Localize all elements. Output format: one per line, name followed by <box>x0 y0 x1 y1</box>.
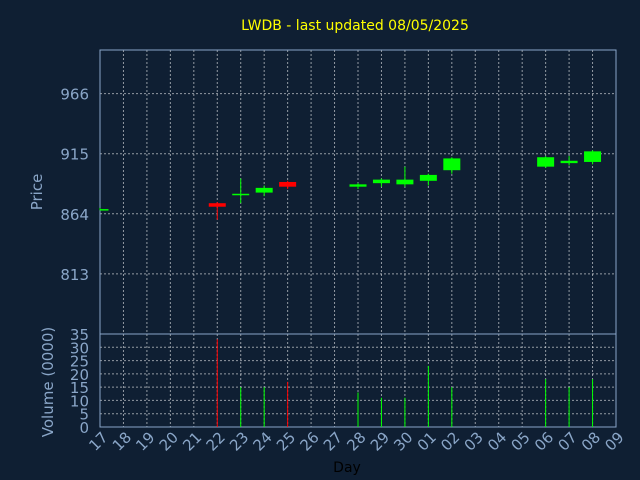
x-tick-label: 22 <box>203 428 229 454</box>
x-tick-label: 05 <box>508 428 534 454</box>
candle-body <box>560 160 578 164</box>
price-tick-label: 915 <box>60 146 89 164</box>
x-tick-label: 29 <box>367 428 393 454</box>
volume-tick-label: 10 <box>70 392 89 410</box>
x-tick-label: 24 <box>250 428 276 454</box>
x-tick-label: 20 <box>156 428 182 454</box>
x-tick-label: 21 <box>179 428 205 454</box>
x-tick-label: 08 <box>578 428 604 454</box>
candle-body <box>419 174 437 181</box>
price-tick-label: 864 <box>60 206 89 224</box>
x-tick-label: 25 <box>273 428 299 454</box>
price-axis-label: Price <box>28 174 46 211</box>
candle-body <box>372 179 390 184</box>
x-tick-label: 03 <box>461 428 487 454</box>
volume-tick-label: 20 <box>70 366 89 384</box>
volume-axis-label: Volume (0000) <box>39 327 57 437</box>
x-tick-label: 17 <box>85 428 111 454</box>
x-tick-label: 09 <box>601 428 627 454</box>
candle-body <box>100 209 109 211</box>
candle-body <box>232 193 250 196</box>
chart-title: LWDB - last updated 08/05/2025 <box>241 18 469 34</box>
x-tick-label: 07 <box>554 428 580 454</box>
candle-body <box>537 157 555 167</box>
x-tick-label: 06 <box>531 428 557 454</box>
x-axis-label: Day <box>333 460 361 476</box>
candle-body <box>208 203 226 207</box>
price-tick-label: 966 <box>60 86 89 104</box>
x-tick-label: 30 <box>390 428 416 454</box>
candle-body <box>584 151 602 162</box>
x-tick-label: 02 <box>437 428 463 454</box>
candle-body <box>443 158 461 171</box>
candle-body <box>349 184 367 187</box>
volume-tick-label: 5 <box>79 406 89 424</box>
x-tick-label: 19 <box>132 428 158 454</box>
x-tick-label: 27 <box>320 428 346 454</box>
x-tick-label: 23 <box>226 428 252 454</box>
candle-body <box>255 187 273 193</box>
volume-tick-label: 30 <box>70 339 89 357</box>
candle-body <box>396 179 414 185</box>
x-tick-label: 18 <box>109 428 135 454</box>
candle-body <box>279 181 297 187</box>
volume-tick-label: 0 <box>79 419 89 437</box>
x-tick-label: 01 <box>414 428 440 454</box>
x-tick-label: 28 <box>343 428 369 454</box>
price-tick-label: 813 <box>60 266 89 284</box>
volume-tick-label: 15 <box>70 379 89 397</box>
volume-tick-label: 25 <box>70 353 89 371</box>
x-tick-label: 04 <box>484 428 510 454</box>
x-tick-label: 26 <box>296 428 322 454</box>
volume-tick-label: 35 <box>70 326 89 344</box>
